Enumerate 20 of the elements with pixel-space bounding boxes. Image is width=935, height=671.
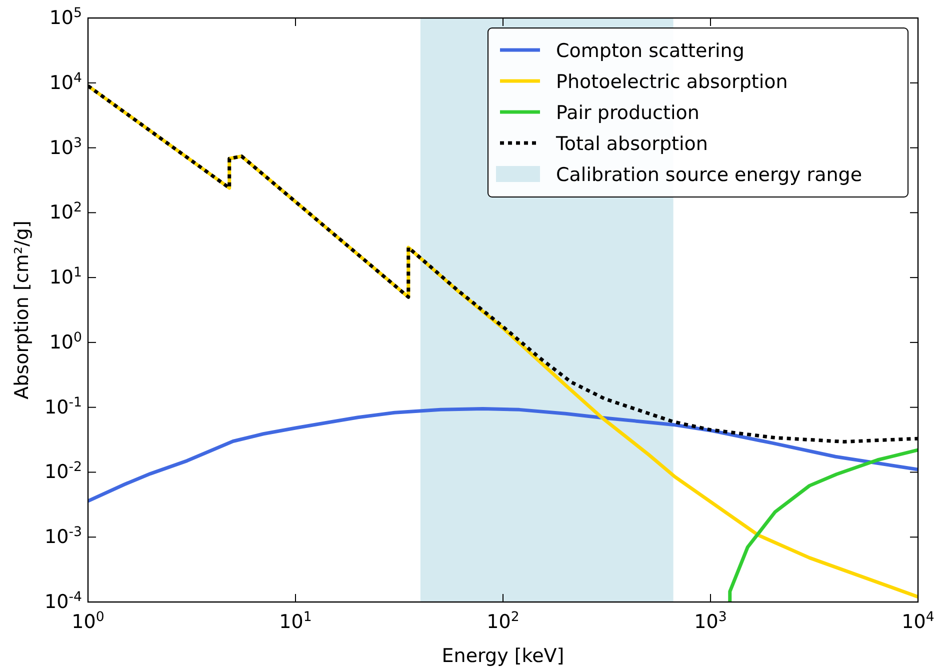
y-tick-label: 10$^{1}$ [49,265,82,289]
x-tick-label: 10$^{1}$ [279,610,312,633]
x-tick-label: 10$^{3}$ [694,610,727,633]
y-tick-label: 10$^{4}$ [49,70,82,94]
y-tick-label: 10$^{3}$ [49,135,82,159]
y-tick-label: 10$^{5}$ [49,6,82,29]
x-tick-label: 10$^{4}$ [902,610,934,633]
y-tick-label: 10$^{-3}$ [44,524,82,548]
y-tick-label: 10$^{2}$ [49,200,82,224]
x-axis-title: Energy [keV] [442,645,564,667]
y-tick-label: 10$^{-2}$ [44,460,82,484]
band-label: Calibration source energy range [556,164,862,186]
legend-label: Total absorption [555,133,708,155]
legend-label: Pair production [556,102,700,124]
legend-label: Photoelectric absorption [556,71,788,93]
y-axis-title: Absorption [cm²/g] [11,220,33,400]
x-tick-label: 10$^{2}$ [486,610,520,633]
y-tick-label: 10$^{0}$ [49,330,82,354]
y-tick-label: 10$^{-1}$ [44,394,82,418]
legend-label: Compton scattering [556,40,744,62]
